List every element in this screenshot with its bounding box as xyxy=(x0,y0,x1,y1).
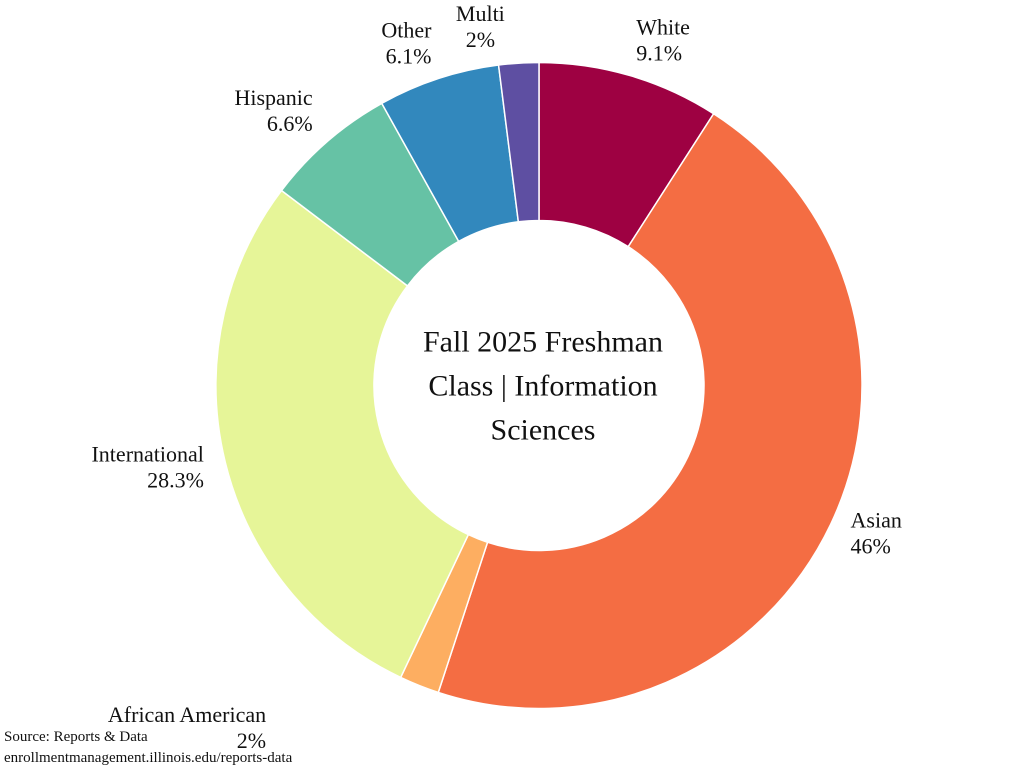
slice-name: Asian xyxy=(851,508,902,533)
slice-label-other: Other 6.1% xyxy=(381,18,432,69)
slices-group xyxy=(215,61,863,710)
slice-name: International xyxy=(91,442,203,467)
slice-name: White xyxy=(636,14,690,39)
slice-label-african-american: African American 2% xyxy=(108,702,266,753)
slice-label-international: International 28.3% xyxy=(91,442,203,493)
slice-label-white: White 9.1% xyxy=(636,14,690,65)
slice-multi xyxy=(497,61,540,223)
slice-name: Other xyxy=(381,18,432,43)
slice-percent: 6.6% xyxy=(267,111,313,136)
slice-percent: 2% xyxy=(466,27,495,52)
title-line: Fall 2025 Freshman xyxy=(423,326,663,359)
slice-percent: 6.1% xyxy=(386,44,432,69)
source-line-2: enrollmentmanagement.illinois.edu/report… xyxy=(4,750,293,766)
source-note: Source: Reports & Data enrollmentmanagem… xyxy=(4,729,293,766)
source-line-1: Source: Reports & Data xyxy=(4,729,148,745)
slice-name: Hispanic xyxy=(234,85,312,110)
slice-percent: 28.3% xyxy=(147,468,204,493)
slice-name: Multi xyxy=(456,1,505,26)
chart-title: Fall 2025 Freshman Class | Information Sci… xyxy=(423,326,663,447)
title-line: Sciences xyxy=(491,414,596,447)
slice-percent: 9.1% xyxy=(636,40,682,65)
slice-label-multi: Multi 2% xyxy=(456,1,505,52)
slice-label-hispanic: Hispanic 6.6% xyxy=(234,85,312,136)
slice-asian xyxy=(437,112,863,710)
slice-percent: 2% xyxy=(237,728,266,753)
labels-group: White 9.1%Asian 46%African American 2%Inter… xyxy=(91,1,901,753)
slice-label-asian: Asian 46% xyxy=(851,508,902,559)
title-line: Class | Information xyxy=(428,370,657,403)
slice-international xyxy=(215,189,470,679)
slice-name: African American xyxy=(108,702,266,727)
slice-percent: 46% xyxy=(851,534,891,559)
